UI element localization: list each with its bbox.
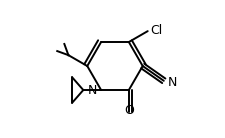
Text: O: O — [123, 104, 133, 117]
Text: Cl: Cl — [150, 24, 162, 37]
Text: N: N — [87, 83, 97, 97]
Text: N: N — [167, 76, 176, 89]
